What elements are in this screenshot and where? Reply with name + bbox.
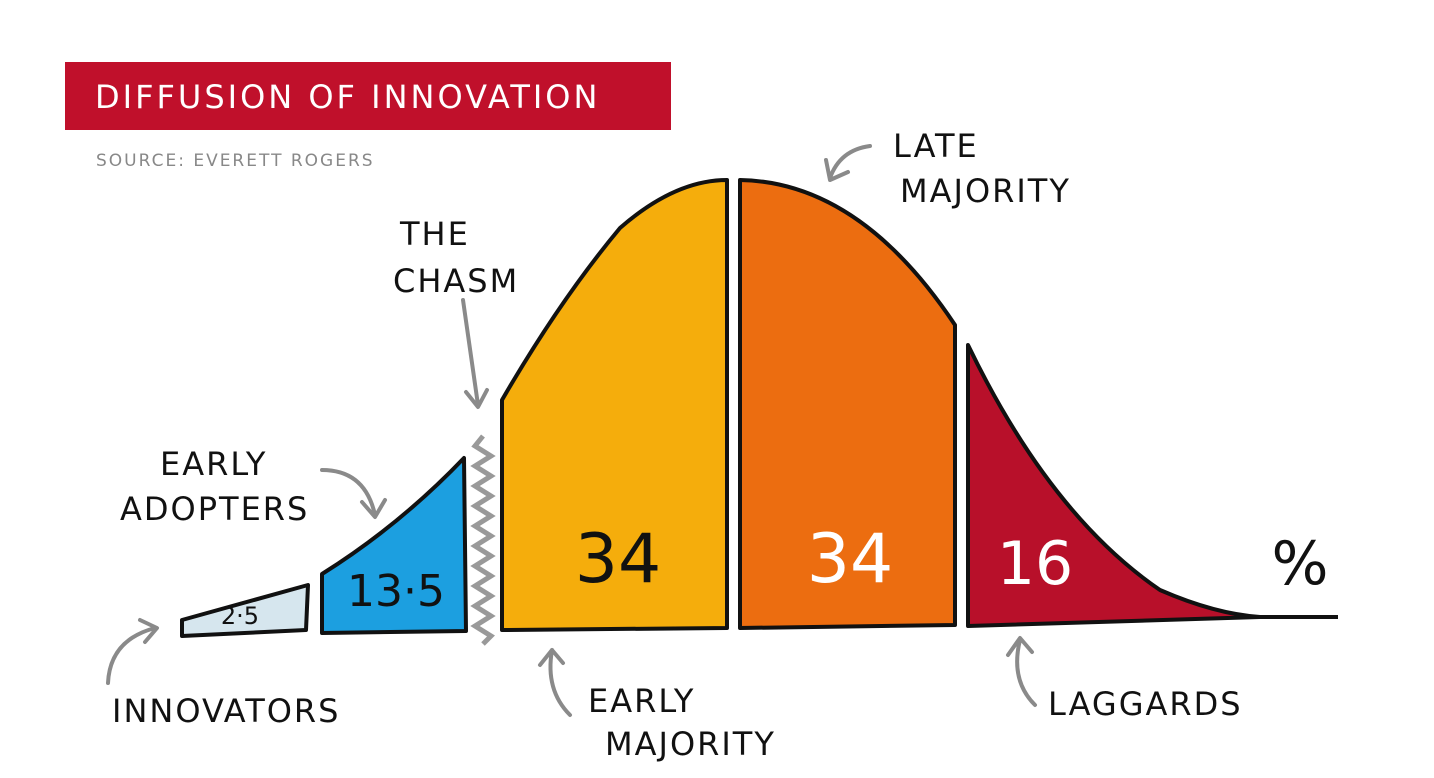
segment-value: 34 (807, 520, 894, 599)
segment-shape (320, 456, 468, 635)
arrow (106, 618, 159, 685)
segment-value: 34 (575, 520, 662, 599)
segment-name: EARLY ADOPTERS (120, 445, 309, 528)
chasm-zigzag (470, 434, 496, 646)
arrow (1006, 636, 1037, 707)
segment-shape (180, 583, 310, 638)
title: DIFFUSION OF INNOVATION (95, 78, 600, 116)
segment-value: 16 (997, 529, 1073, 599)
arrow (824, 144, 872, 182)
segment-shape (966, 343, 1262, 628)
segment-value: 13·5 (347, 566, 445, 617)
segment-name: LATE MAJORITY (893, 127, 1071, 210)
source: SOURCE: EVERETT ROGERS (96, 151, 375, 171)
unit: % (1271, 529, 1328, 599)
arrow (538, 648, 572, 717)
arrow (461, 298, 489, 409)
segment-value: 2·5 (221, 602, 259, 630)
chasm-label: THE CHASM (393, 215, 519, 300)
segment-name: LAGGARDS (1048, 685, 1243, 723)
segment-shape (500, 178, 729, 632)
segment-name: EARLY MAJORITY (588, 682, 776, 763)
segment-name: INNOVATORS (112, 692, 340, 730)
segment-shape (738, 178, 957, 630)
title-banner (65, 62, 671, 130)
arrow (320, 468, 387, 519)
